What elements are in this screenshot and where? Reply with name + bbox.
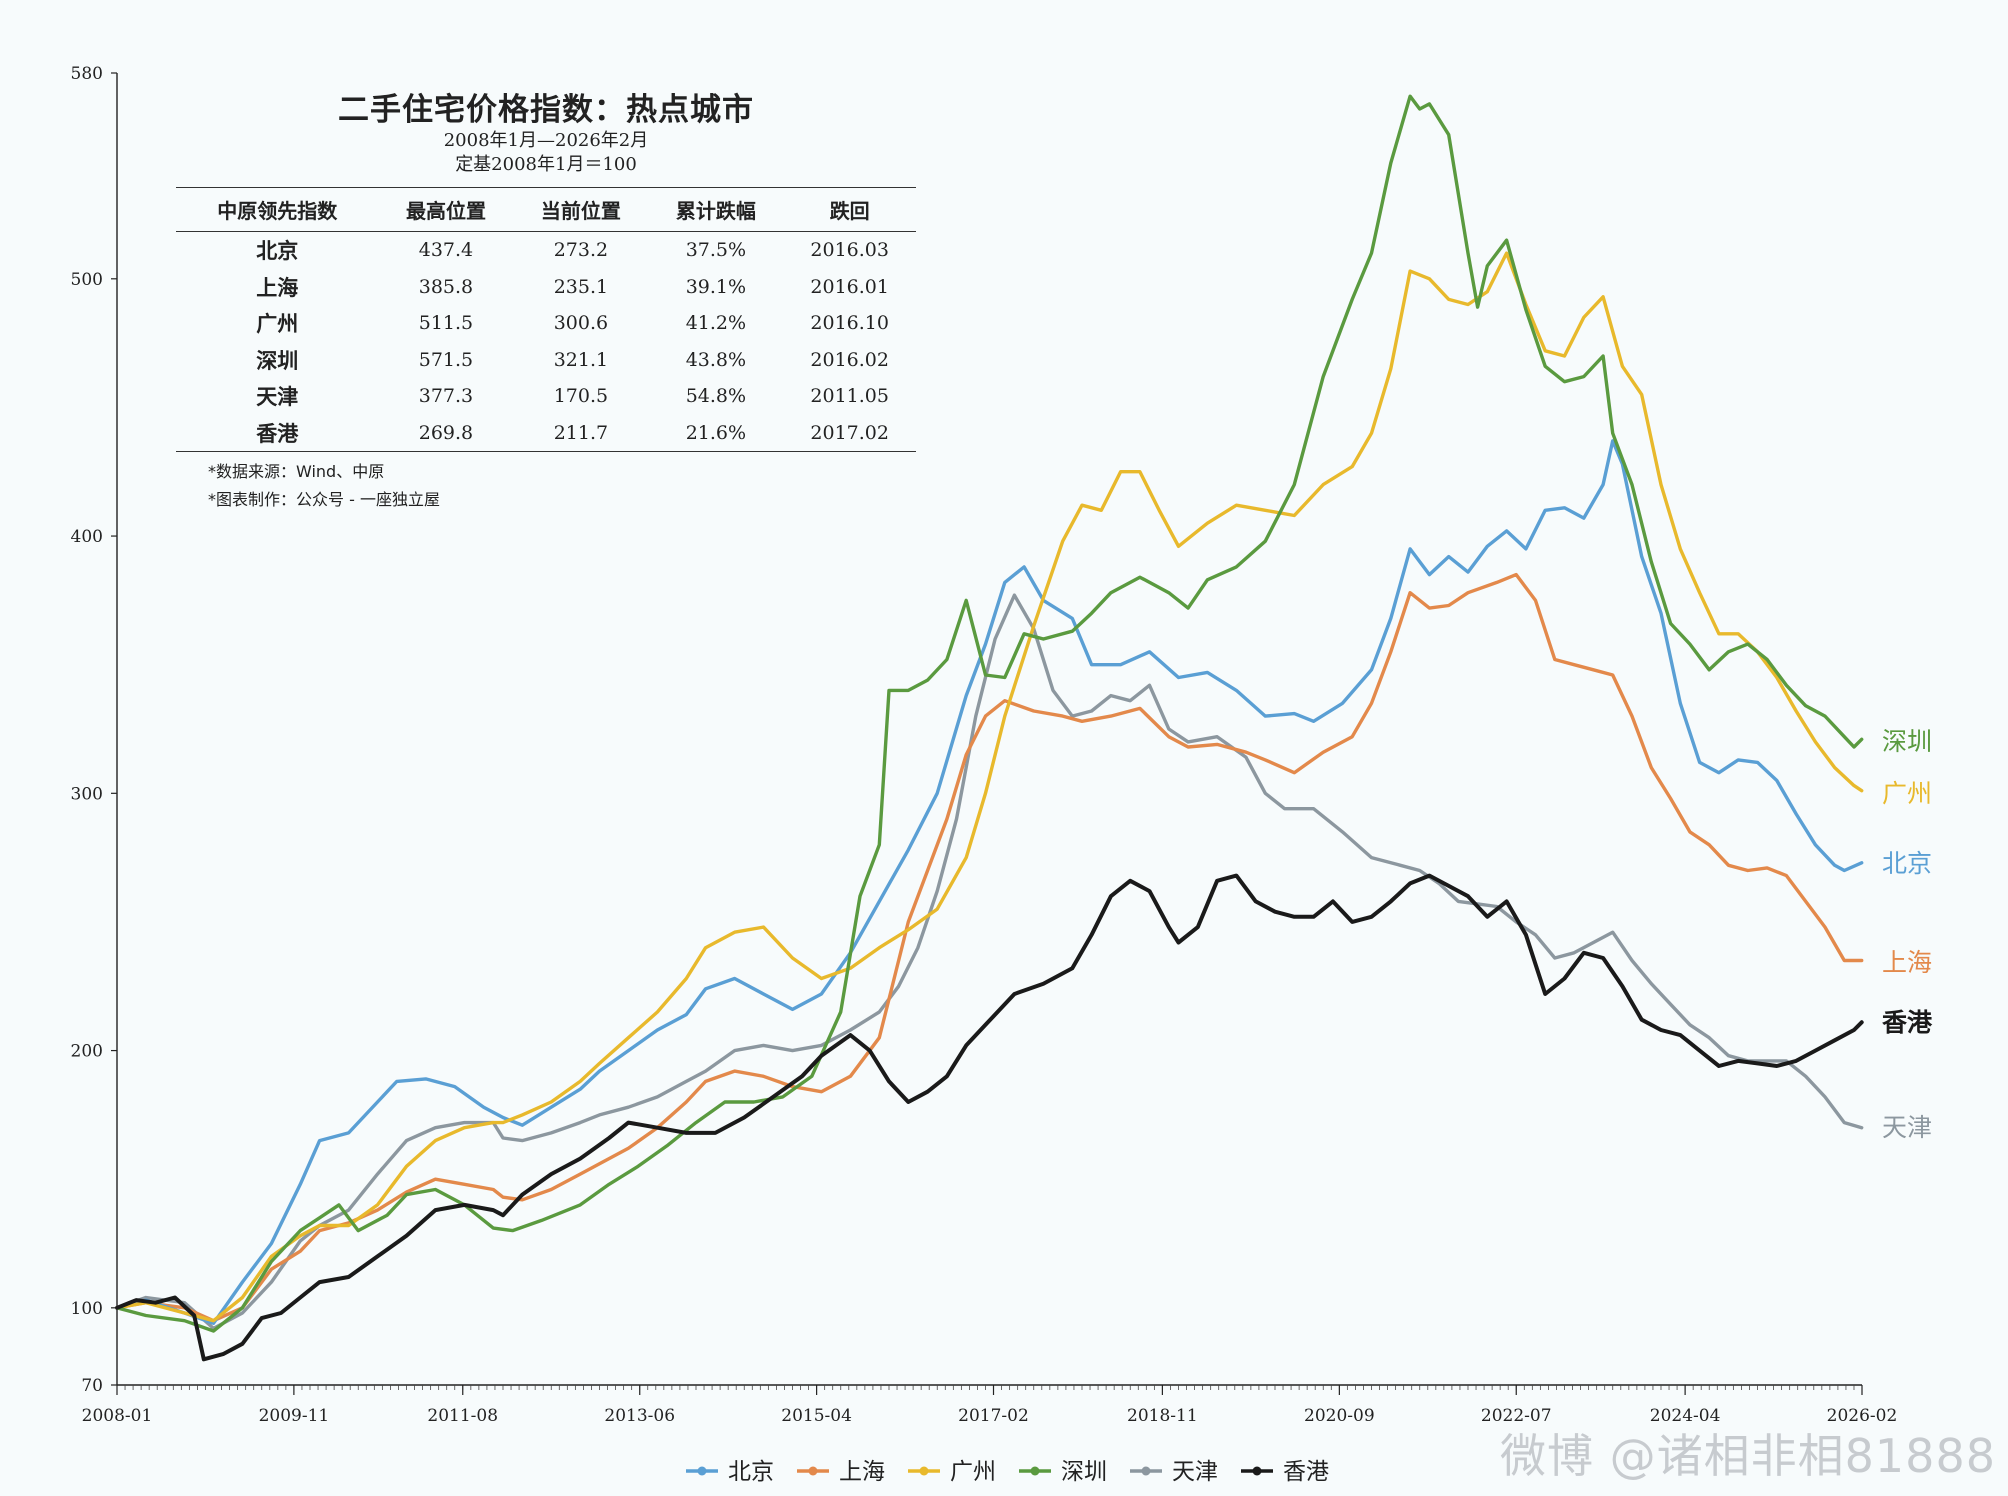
y-tick-label: 400 (71, 527, 103, 547)
source-note: *数据来源：Wind、中原 (208, 462, 385, 481)
city-cell: 北京 (256, 239, 299, 264)
city-cell: 上海 (256, 275, 299, 300)
legend-label-天津: 天津 (1172, 1459, 1218, 1485)
back-to-cell: 2017.02 (783, 414, 916, 452)
table-row: 广州 511.5 300.6 41.2% 2016.10 (176, 305, 916, 342)
chart-subtitle-range: 2008年1月—2026年2月 (443, 130, 649, 151)
header-cell: 跌回 (783, 187, 916, 232)
y-tick-label: 100 (71, 1299, 103, 1319)
legend-label-广州: 广州 (950, 1459, 996, 1485)
table-row: 天津 377.3 170.5 54.8% 2011.05 (176, 378, 916, 415)
current-cell: 235.1 (553, 275, 609, 298)
city-cell: 深圳 (256, 348, 299, 373)
y-tick-label: 580 (71, 64, 103, 84)
current-cell: 321.1 (553, 348, 609, 371)
legend-marker-香港 (1252, 1466, 1262, 1476)
drop-cell: 41.2% (685, 312, 747, 335)
x-tick-label: 2008-01 (82, 1406, 153, 1426)
back-to-cell: 2011.05 (810, 385, 889, 408)
drop-cell: 43.8% (685, 348, 747, 371)
notes: *数据来源：Wind、中原 *图表制作：公众号 - 一座独立屋 (176, 458, 916, 514)
legend-label-香港: 香港 (1283, 1459, 1329, 1485)
peak-cell: 269.8 (378, 414, 514, 452)
legend-marker-北京 (697, 1466, 707, 1476)
back-to-cell: 2016.03 (810, 239, 889, 262)
city-cell: 广州 (256, 312, 299, 337)
current-cell: 273.2 (553, 239, 609, 262)
title-panel: 二手住宅价格指数：热点城市 2008年1月—2026年2月 定基2008年1月＝… (176, 84, 916, 514)
legend-label-北京: 北京 (728, 1459, 774, 1485)
city-cell: 香港 (176, 414, 379, 452)
peak-cell: 437.4 (418, 239, 474, 262)
city-cell: 天津 (256, 385, 299, 410)
legend-marker-天津 (1141, 1466, 1151, 1476)
legend-label-深圳: 深圳 (1061, 1459, 1107, 1485)
back-to-cell: 2016.02 (810, 348, 889, 371)
legend-marker-广州 (919, 1466, 929, 1476)
x-tick-label: 2022-07 (1481, 1406, 1552, 1426)
series-line-上海 (115, 572, 1864, 1323)
x-tick-label: 2018-11 (1127, 1406, 1198, 1426)
end-label-上海: 上海 (1882, 948, 1932, 977)
header-cell: 最高位置 (378, 187, 514, 232)
legend-marker-深圳 (1030, 1466, 1040, 1476)
current-cell: 300.6 (553, 312, 609, 335)
x-tick-label: 2011-08 (427, 1406, 498, 1426)
x-tick-label: 2009-11 (259, 1406, 330, 1426)
header-cell: 中原领先指数 (176, 187, 379, 232)
series-line-香港 (115, 873, 1864, 1362)
legend-marker-上海 (808, 1466, 818, 1476)
drop-cell: 54.8% (685, 385, 747, 408)
end-label-北京: 北京 (1882, 849, 1932, 878)
x-tick-label: 2026-02 (1827, 1406, 1898, 1426)
peak-cell: 385.8 (418, 275, 474, 298)
table-row: 北京 437.4 273.2 37.5% 2016.03 (176, 232, 916, 269)
back-to-cell: 2016.10 (810, 312, 889, 335)
current-cell: 211.7 (513, 414, 649, 452)
peak-cell: 511.5 (418, 312, 474, 335)
legend-label-上海: 上海 (839, 1459, 885, 1485)
table-row: 上海 385.8 235.1 39.1% 2016.01 (176, 269, 916, 306)
watermark: 微博 @诸相非相81888 (1500, 1429, 1996, 1483)
y-tick-label: 300 (71, 784, 103, 804)
end-label-广州: 广州 (1882, 779, 1932, 808)
author-note: *图表制作：公众号 - 一座独立屋 (208, 490, 440, 509)
series-line-广州 (115, 251, 1864, 1323)
drop-cell: 21.6% (648, 414, 784, 452)
y-tick-label: 70 (81, 1376, 103, 1396)
legend: 北京 上海 广州 深圳 天津 香港 (686, 1459, 1329, 1485)
end-label-天津: 天津 (1882, 1113, 1932, 1142)
y-tick-label: 500 (71, 270, 103, 290)
end-label-深圳: 深圳 (1882, 727, 1932, 756)
end-label-香港: 香港 (1882, 1008, 1933, 1037)
series-lines (115, 94, 1864, 1362)
back-to-cell: 2016.01 (810, 275, 889, 298)
drop-cell: 39.1% (685, 275, 747, 298)
x-tick-label: 2020-09 (1304, 1406, 1375, 1426)
drop-cell: 37.5% (685, 239, 747, 262)
x-tick-label: 2013-06 (604, 1406, 675, 1426)
peak-cell: 377.3 (418, 385, 474, 408)
axes: 70 100 200 300 400 500 580 2008-01 2009-11 2011-0… (71, 64, 1898, 1426)
peak-cell: 571.5 (418, 348, 474, 371)
current-cell: 170.5 (553, 385, 609, 408)
series-line-深圳 (115, 94, 1864, 1333)
x-tick-label: 2015-04 (781, 1406, 852, 1426)
chart-subtitle-base: 定基2008年1月＝100 (455, 154, 637, 175)
x-tick-label: 2024-04 (1650, 1406, 1721, 1426)
table-row: 香港 269.8 211.7 21.6% 2017.02 (176, 414, 916, 452)
table-row: 深圳 571.5 321.1 43.8% 2016.02 (176, 342, 916, 379)
header-cell: 累计跌幅 (648, 187, 784, 232)
stats-header-row: 中原领先指数 最高位置 当前位置 累计跌幅 跌回 (176, 187, 916, 232)
header-cell: 当前位置 (513, 187, 649, 232)
stats-table: 中原领先指数 最高位置 当前位置 累计跌幅 跌回 北京 437.4 273.2 … (176, 187, 916, 452)
series-line-北京 (115, 439, 1864, 1325)
chart-title: 二手住宅价格指数：热点城市 (338, 92, 754, 128)
x-tick-label: 2017-02 (958, 1406, 1029, 1426)
y-tick-label: 200 (71, 1042, 103, 1062)
